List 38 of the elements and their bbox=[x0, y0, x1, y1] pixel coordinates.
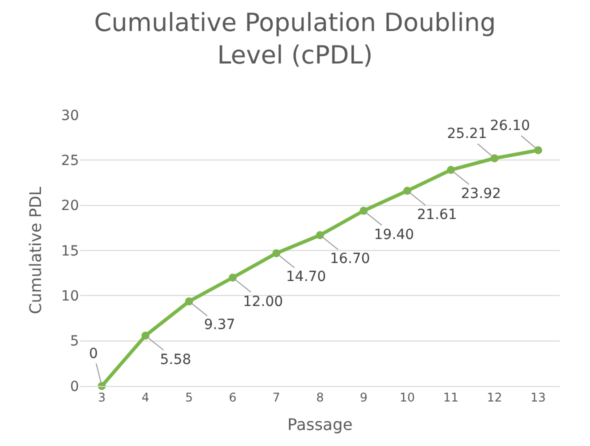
data-label: 25.21 bbox=[447, 126, 488, 142]
x-tick-label: 8 bbox=[316, 390, 324, 404]
data-label: 12.00 bbox=[243, 294, 284, 310]
x-tick-label: 11 bbox=[443, 390, 459, 404]
data-label: 23.92 bbox=[461, 186, 502, 202]
y-axis-title: Cumulative PDL bbox=[26, 186, 46, 314]
y-tick-label: 0 bbox=[70, 378, 79, 395]
data-label: 0 bbox=[89, 346, 98, 362]
point bbox=[272, 249, 280, 258]
point bbox=[316, 231, 324, 240]
data-label: 9.37 bbox=[204, 317, 236, 333]
x-tick-label: 13 bbox=[530, 390, 546, 404]
data-label: 14.70 bbox=[286, 269, 326, 285]
x-tick-label: 4 bbox=[142, 390, 150, 404]
y-tick-label: 20 bbox=[61, 198, 79, 214]
x-tick-label: 7 bbox=[272, 390, 280, 404]
x-tick-label: 12 bbox=[486, 390, 502, 404]
y-tick-label: 5 bbox=[70, 334, 79, 350]
x-tick-label: 9 bbox=[360, 390, 368, 404]
data-label: 5.58 bbox=[160, 352, 192, 368]
data-label: 26.10 bbox=[490, 118, 530, 134]
x-tick-label: 3 bbox=[98, 390, 106, 404]
data-label: 19.40 bbox=[374, 227, 414, 243]
chart-title: Cumulative Population Doubling Level (cPDL) bbox=[94, 8, 496, 70]
x-axis-title: Passage bbox=[287, 415, 353, 434]
y-tick-label: 10 bbox=[61, 288, 79, 305]
y-tick-label: 30 bbox=[61, 108, 79, 124]
data-label: 21.61 bbox=[417, 207, 458, 223]
point bbox=[490, 154, 499, 162]
y-tick-label: 25 bbox=[61, 153, 79, 170]
point bbox=[185, 297, 194, 306]
point bbox=[141, 332, 150, 340]
y-tick-label: 15 bbox=[61, 243, 79, 260]
x-tick-label: 6 bbox=[228, 390, 237, 404]
x-tick-label: 5 bbox=[185, 390, 193, 404]
x-tick-label: 10 bbox=[400, 390, 415, 404]
data-label: 16.70 bbox=[330, 251, 370, 267]
point bbox=[446, 166, 455, 174]
